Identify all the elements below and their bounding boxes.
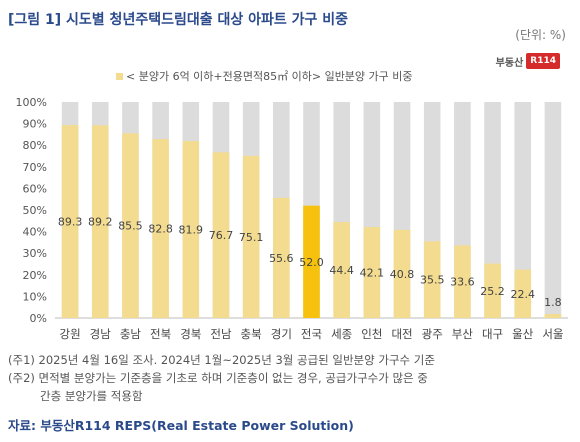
x-tick-label: 전북: [150, 327, 171, 341]
data-label: 81.9: [179, 224, 204, 237]
x-tick-label: 전국: [301, 327, 322, 341]
footnote-1: (주1) 2025년 4월 16일 조사. 2024년 1월~2025년 3월 …: [8, 353, 435, 367]
x-tick-label: 대전: [391, 327, 412, 341]
chart-title: [그림 1] 시도별 청년주택드림대출 대상 아파트 가구 비중: [8, 12, 349, 28]
data-bar: [273, 197, 290, 318]
y-tick-label: 20%: [23, 269, 47, 282]
x-tick-label: 충남: [120, 327, 142, 341]
data-bar: [91, 125, 109, 318]
logo-badge: R114: [526, 53, 560, 69]
data-label: 76.7: [209, 229, 234, 242]
background-bar: [544, 102, 562, 318]
data-bar: [423, 241, 441, 318]
y-tick-label: 70%: [23, 161, 47, 174]
data-label: 40.8: [390, 268, 415, 281]
data-bar: [484, 263, 501, 318]
y-tick-label: 10%: [23, 290, 47, 303]
footnote-2-continued: 간층 분양가를 적용함: [40, 389, 143, 403]
data-bar: [303, 205, 320, 318]
data-bar: [212, 152, 230, 318]
data-bar: [544, 314, 562, 318]
y-tick-label: 100%: [16, 96, 47, 109]
logo-text: 부동산: [495, 57, 524, 69]
data-bar: [242, 155, 260, 318]
x-tick-label: 부산: [452, 327, 474, 341]
y-tick-label: 0%: [30, 312, 47, 325]
data-label: 89.3: [58, 216, 83, 229]
data-label: 55.6: [269, 252, 294, 265]
footnote-2: (주2) 면적별 분양가는 기준층을 기초로 하며 기준층이 없는 경우, 공급…: [8, 371, 428, 385]
x-tick-label: 인천: [361, 327, 382, 341]
x-tick-label: 경남: [90, 327, 112, 341]
y-tick-label: 80%: [23, 139, 47, 152]
y-tick-label: 90%: [23, 118, 47, 131]
legend-swatch: [116, 72, 123, 80]
data-label: 52.0: [299, 256, 324, 269]
data-bar: [454, 245, 471, 318]
data-bar: [514, 269, 532, 318]
data-label: 42.1: [360, 267, 385, 280]
x-tick-label: 충북: [241, 327, 262, 341]
background-bar: [514, 102, 532, 318]
source-text: 자료: 부동산R114 REPS(Real Estate Power Solut…: [8, 418, 354, 433]
data-label: 85.5: [118, 220, 143, 233]
x-tick-label: 광주: [422, 327, 443, 341]
y-tick-label: 30%: [23, 247, 47, 260]
data-label: 25.2: [480, 285, 505, 298]
data-bar: [152, 139, 169, 318]
data-bar: [363, 227, 381, 318]
x-tick-label: 강원: [60, 327, 81, 341]
data-label: 44.4: [329, 264, 354, 277]
data-bar: [61, 125, 79, 318]
y-tick-label: 40%: [23, 226, 47, 239]
data-label: 22.4: [510, 288, 535, 301]
data-label: 89.2: [88, 216, 113, 229]
footnotes: (주1) 2025년 4월 16일 조사. 2024년 1월~2025년 3월 …: [8, 351, 573, 405]
data-label: 1.8: [544, 296, 562, 309]
y-tick-label: 60%: [23, 182, 47, 195]
bar-chart: 0% 10% 20% 30% 40% 50% 60% 70% 80% 90% 100% 89.3 강원 8…: [16, 96, 568, 341]
legend-label: < 분양가 6억 이하+전용면적85㎡ 이하> 일반분양 가구 비중: [126, 70, 413, 83]
data-bar: [333, 222, 350, 318]
x-tick-label: 대구: [482, 327, 503, 341]
x-tick-label: 경기: [271, 327, 292, 341]
x-tick-label: 세종: [331, 327, 352, 341]
data-label: 75.1: [239, 231, 264, 244]
data-label: 82.8: [148, 223, 173, 236]
data-bar: [393, 229, 411, 318]
x-tick-label: 울산: [512, 327, 534, 341]
data-label: 35.5: [420, 274, 445, 287]
x-tick-label: 경북: [180, 327, 201, 341]
y-tick-label: 50%: [23, 204, 47, 217]
data-bar: [182, 141, 200, 318]
unit-label: (단위: %): [515, 28, 566, 42]
x-tick-label: 전남: [210, 327, 232, 341]
legend: < 분양가 6억 이하+전용면적85㎡ 이하> 일반분양 가구 비중: [116, 68, 413, 84]
logo: 부동산 R114: [496, 51, 560, 71]
x-tick-label: 서울: [542, 327, 563, 341]
data-bar: [122, 133, 139, 318]
data-label: 33.6: [450, 276, 475, 289]
